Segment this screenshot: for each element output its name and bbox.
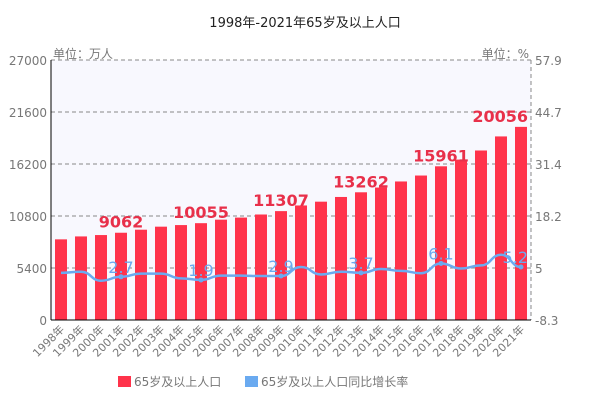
bar[interactable] [415,175,427,320]
bar[interactable] [195,223,207,320]
right-tick-label: 57.9 [535,54,562,68]
bar[interactable] [315,201,327,320]
right-tick-label: 18.2 [535,210,562,224]
bar[interactable] [495,136,507,320]
right-tick-label: -8.3 [535,314,558,328]
bar[interactable] [55,239,67,320]
bar-value-label: 11307 [253,191,309,210]
bar-value-label: 15961 [413,146,469,165]
left-axis-unit: 单位：万人 [53,46,113,61]
bar[interactable] [475,150,487,320]
bar[interactable] [335,196,347,320]
bar[interactable] [295,205,307,320]
line-point[interactable] [118,274,124,280]
bar[interactable] [255,214,267,320]
plot-area [51,60,531,320]
bar[interactable] [355,192,367,320]
legend: 65岁及以上人口 65岁及以上人口同比增长率 [118,374,408,389]
line-point[interactable] [278,273,284,279]
bar[interactable] [215,219,227,320]
line-value-label: 5.2 [503,248,528,267]
right-tick-label: 5 [535,262,543,276]
left-tick-label: 10800 [9,210,47,224]
right-axis-unit: 单位：% [482,46,529,61]
bar[interactable] [175,225,187,320]
bar[interactable] [95,235,107,320]
line-point[interactable] [518,264,524,270]
left-tick-label: 16200 [9,158,47,172]
left-tick-label: 27000 [9,54,47,68]
bar[interactable] [375,187,387,320]
line-value-label: 3.7 [348,254,373,273]
left-tick-label: 21600 [9,106,47,120]
bar[interactable] [75,236,87,320]
legend-swatch-line [245,376,258,387]
line-value-label: 6.1 [428,244,453,263]
bar-value-label: 10055 [173,203,229,222]
right-tick-label: 31.4 [535,158,562,172]
line-point[interactable] [438,260,444,266]
bar[interactable] [235,217,247,320]
bar-value-label: 9062 [99,213,144,232]
bar[interactable] [455,159,467,320]
line-value-label: 1.9 [188,261,213,280]
line-point[interactable] [198,277,204,283]
legend-swatch-bar [118,376,131,387]
line-value-label: 2.9 [268,257,293,276]
bar-value-label: 20056 [472,107,528,126]
left-tick-label: 0 [39,314,47,328]
chart-title: 1998年-2021年65岁及以上人口 [209,16,400,31]
bar[interactable] [395,181,407,320]
legend-label-line[interactable]: 65岁及以上人口同比增长率 [261,374,408,389]
legend-label-bar[interactable]: 65岁及以上人口 [134,374,221,389]
bar[interactable] [275,211,287,320]
right-tick-label: 44.7 [535,106,562,120]
left-tick-label: 5400 [16,262,47,276]
line-value-label: 2.7 [108,258,133,277]
bar[interactable] [435,166,447,320]
line-point[interactable] [358,270,364,276]
bar-value-label: 13262 [333,172,389,191]
bar[interactable] [515,126,527,320]
